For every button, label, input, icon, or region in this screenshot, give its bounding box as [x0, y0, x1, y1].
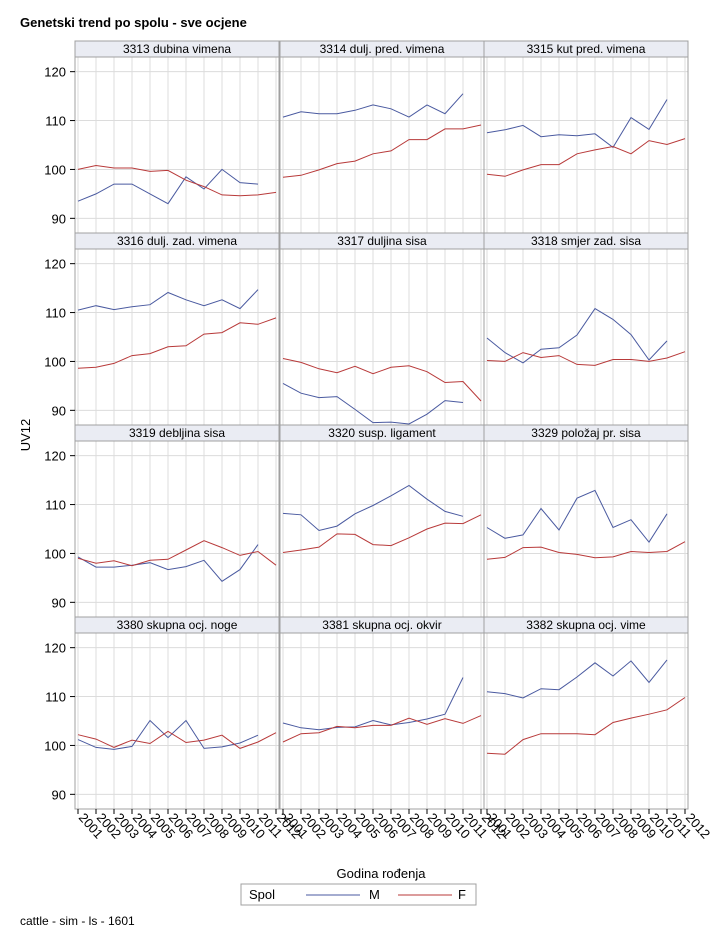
series-line-m	[282, 677, 464, 731]
series-line-f	[282, 358, 482, 402]
series-line-f	[282, 514, 482, 553]
series-line-m	[282, 484, 464, 532]
y-axis-label: UV12	[18, 419, 33, 452]
panel-title: 3316 dulj. zad. vimena	[117, 234, 237, 248]
panel: 3315 kut pred. vimena	[483, 40, 689, 234]
panel: 3313 dubina vimena 90 100 110 120	[44, 40, 280, 234]
plot-area	[280, 633, 484, 809]
y-tick-label: 120	[44, 641, 66, 656]
series-line-f	[486, 138, 686, 177]
plot-area	[75, 633, 279, 809]
series-line-m	[282, 93, 464, 118]
footer-note: cattle - sim - ls - 1601	[20, 914, 135, 928]
panel: 3320 susp. ligament	[279, 424, 485, 618]
panel: 3314 dulj. pred. vimena	[279, 40, 485, 234]
y-tick-label: 90	[52, 787, 66, 802]
y-tick-label: 110	[45, 498, 66, 513]
y-tick-label: 90	[52, 403, 66, 418]
y-tick-label: 90	[52, 211, 66, 226]
panel: 3380 skupna ocj. noge9010011012020012002…	[44, 616, 304, 842]
y-tick-label: 100	[44, 162, 66, 177]
series-line-f	[282, 715, 482, 743]
y-tick-label: 110	[45, 114, 66, 129]
plot-area	[280, 441, 484, 617]
series-line-f	[486, 351, 686, 366]
series-line-f	[77, 317, 277, 369]
plot-area	[484, 633, 688, 809]
chart-title: Genetski trend po spolu - sve ocjene	[20, 15, 247, 30]
panel-title: 3318 smjer zad. sisa	[531, 234, 641, 248]
plot-area	[484, 57, 688, 233]
series-line-m	[486, 659, 668, 699]
panel-title: 3317 duljina sisa	[337, 234, 427, 248]
plot-area	[280, 57, 484, 233]
legend-label-m: M	[369, 887, 380, 902]
legend-title: Spol	[249, 887, 275, 902]
series-line-f	[486, 697, 686, 755]
plot-area	[75, 441, 279, 617]
plot-frame	[483, 632, 689, 810]
panel-title: 3382 skupna ocj. vime	[526, 618, 646, 632]
y-tick-label: 110	[45, 306, 66, 321]
x-axis-label: Godina rođenja	[337, 866, 427, 881]
panel-title: 3380 skupna ocj. noge	[117, 618, 238, 632]
panel: 3317 duljina sisa	[279, 232, 485, 426]
series-line-m	[486, 307, 668, 364]
y-tick-label: 120	[44, 449, 66, 464]
panel-title: 3381 skupna ocj. okvir	[322, 618, 441, 632]
y-tick-label: 120	[44, 257, 66, 272]
series-line-f	[77, 730, 277, 749]
plot-area	[484, 441, 688, 617]
series-line-m	[77, 544, 259, 582]
panel: 3319 debljina sisa 90 100 110 120	[44, 424, 280, 618]
y-tick-label: 120	[44, 65, 66, 80]
series-line-m	[486, 99, 668, 149]
plot-area	[75, 249, 279, 425]
series-line-f	[282, 124, 482, 178]
panel-title: 3320 susp. ligament	[328, 426, 436, 440]
panel-title: 3314 dulj. pred. vimena	[320, 42, 445, 56]
series-line-m	[77, 719, 259, 750]
plot-area	[75, 57, 279, 233]
series-line-f	[486, 541, 686, 560]
series-line-m	[77, 168, 259, 205]
series-line-m	[282, 382, 464, 425]
plot-area	[484, 249, 688, 425]
series-line-f	[77, 164, 277, 197]
y-tick-label: 90	[52, 595, 66, 610]
panel-title: 3313 dubina vimena	[123, 42, 231, 56]
plot-frame	[74, 632, 280, 810]
y-tick-label: 100	[44, 546, 66, 561]
panel: 3318 smjer zad. sisa	[483, 232, 689, 426]
panel-title: 3329 položaj pr. sisa	[531, 426, 641, 440]
panel: 3382 skupna ocj. vime2001200220032004200…	[483, 616, 713, 842]
series-line-m	[486, 489, 668, 544]
legend: Spol M F	[240, 883, 477, 906]
panel-grid: 3313 dubina vimena 90 100 110 120 3314 dulj. …	[44, 40, 713, 842]
series-line-f	[77, 540, 277, 567]
panel: 3381 skupna ocj. okvir200120022003200420…	[279, 616, 509, 842]
plot-area	[280, 249, 484, 425]
y-tick-label: 100	[44, 354, 66, 369]
series-line-m	[77, 289, 259, 311]
panel-title: 3319 debljina sisa	[129, 426, 225, 440]
y-tick-label: 110	[45, 690, 66, 705]
panel: 3316 dulj. zad. vimena 90 100 110 120	[44, 232, 280, 426]
panel-title: 3315 kut pred. vimena	[527, 42, 646, 56]
legend-label-f: F	[458, 887, 466, 902]
panel: 3329 položaj pr. sisa	[483, 424, 689, 618]
y-tick-label: 100	[44, 738, 66, 753]
